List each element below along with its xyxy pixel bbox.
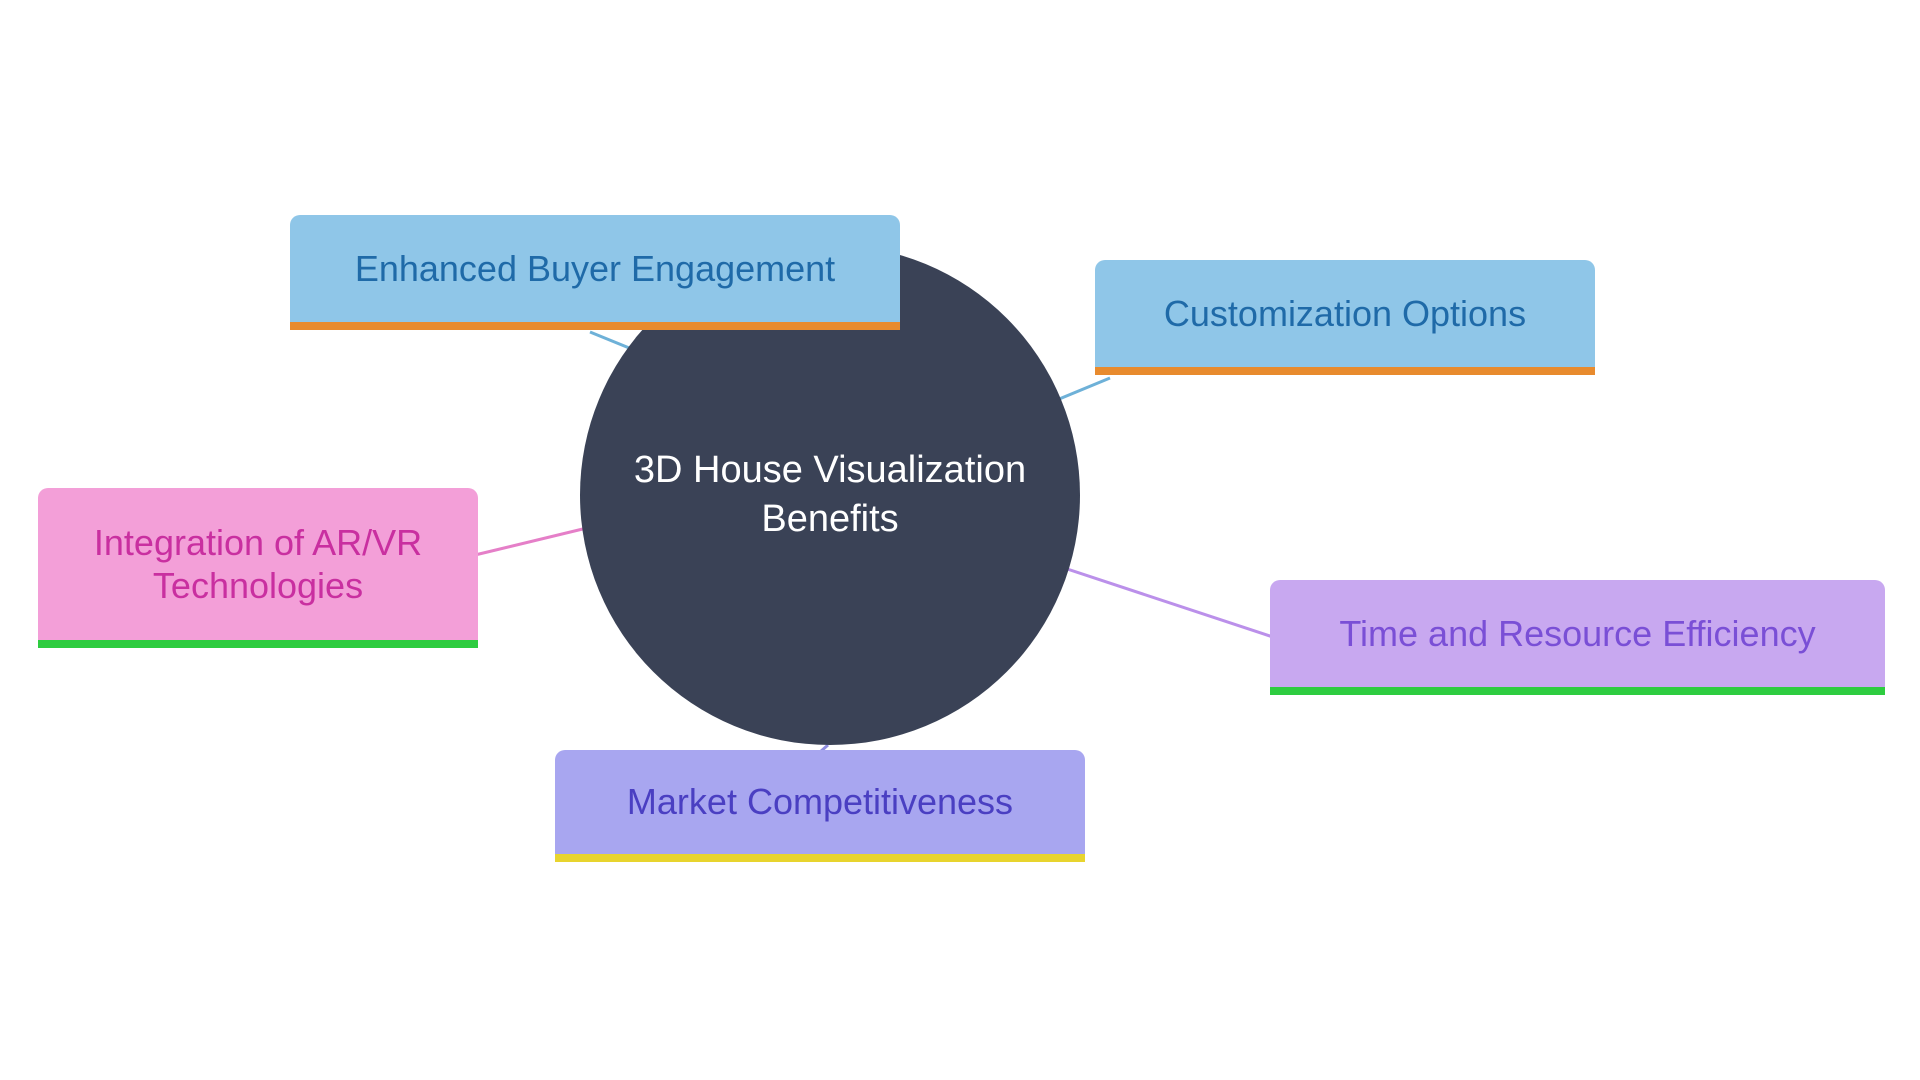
- diagram-canvas: 3D House Visualization Benefits Enhanced…: [0, 0, 1920, 1080]
- node-label-market: Market Competitiveness: [627, 780, 1013, 823]
- node-engagement: Enhanced Buyer Engagement: [290, 215, 900, 330]
- node-label-customization: Customization Options: [1164, 292, 1526, 335]
- center-label: 3D House Visualization Benefits: [620, 446, 1040, 545]
- connector-efficiency: [1040, 560, 1282, 640]
- node-label-efficiency: Time and Resource Efficiency: [1339, 612, 1815, 655]
- node-market: Market Competitiveness: [555, 750, 1085, 862]
- node-customization: Customization Options: [1095, 260, 1595, 375]
- node-efficiency: Time and Resource Efficiency: [1270, 580, 1885, 695]
- node-arvr: Integration of AR/VR Technologies: [38, 488, 478, 648]
- node-label-engagement: Enhanced Buyer Engagement: [355, 247, 835, 290]
- node-label-arvr: Integration of AR/VR Technologies: [68, 521, 448, 607]
